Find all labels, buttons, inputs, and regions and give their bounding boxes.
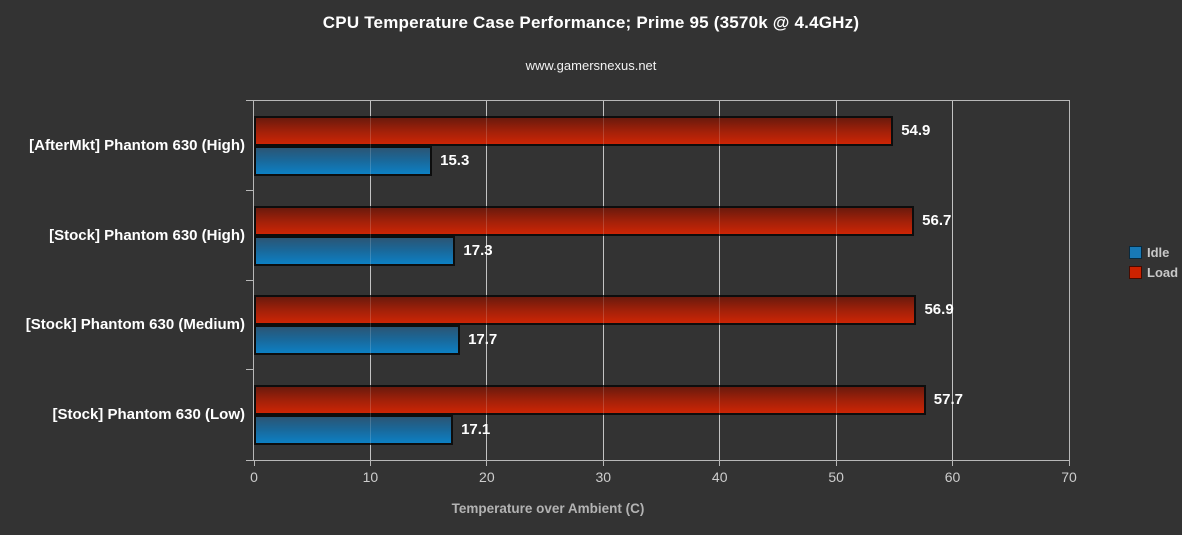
x-tick-20 — [486, 461, 488, 466]
bar-load-0 — [254, 115, 894, 146]
x-tick-40 — [719, 461, 721, 466]
plot-area: 54.9 15.3 56.7 17.3 56.9 17.7 57.7 17.1 — [253, 100, 1070, 461]
chart-subtitle: www.gamersnexus.net — [525, 58, 657, 73]
legend-entry-idle: Idle — [1129, 246, 1178, 259]
gridline-10 — [369, 101, 371, 460]
x-tick-label-20: 20 — [479, 469, 495, 485]
gridline-40 — [719, 101, 721, 460]
x-tick-70 — [1068, 461, 1070, 466]
value-label-load-3: 57.7 — [933, 391, 963, 409]
x-tick-0 — [253, 461, 255, 466]
legend-label-load: Load — [1147, 265, 1179, 280]
value-label-idle-1: 17.3 — [463, 241, 493, 259]
gridline-overlay-30 — [602, 101, 604, 460]
bar-load-2 — [254, 295, 917, 326]
gridline-60 — [952, 101, 954, 460]
value-label-idle-2: 17.7 — [468, 331, 498, 349]
gridline-50 — [835, 101, 837, 460]
gridline-30 — [602, 101, 604, 460]
gridline-overlay-60 — [952, 101, 954, 460]
bar-idle-1 — [254, 235, 456, 266]
bar-idle-0 — [254, 145, 433, 176]
legend-swatch-idle — [1129, 246, 1142, 259]
x-tick-60 — [952, 461, 954, 466]
x-tick-30 — [602, 461, 604, 466]
gridline-overlay-50 — [835, 101, 837, 460]
category-label-1: [Stock] Phantom 630 (High) — [49, 226, 245, 244]
x-tick-label-60: 60 — [944, 469, 961, 485]
bar-load-1 — [254, 205, 915, 236]
value-label-load-0: 54.9 — [901, 121, 931, 139]
bar-idle-3 — [254, 415, 454, 446]
legend-label-idle: Idle — [1147, 245, 1170, 260]
value-label-load-1: 56.7 — [922, 211, 952, 229]
bar-idle-2 — [254, 325, 461, 356]
value-label-load-2: 56.9 — [924, 301, 954, 319]
category-tick-3 — [246, 369, 253, 370]
x-tick-label-50: 50 — [828, 469, 844, 485]
x-tick-label-30: 30 — [595, 469, 612, 485]
bar-load-3 — [254, 385, 926, 416]
value-label-idle-0: 15.3 — [440, 151, 470, 169]
gridline-overlay-20 — [486, 101, 488, 460]
value-label-idle-3: 17.1 — [461, 421, 491, 439]
category-tick-end — [246, 460, 253, 461]
gridline-overlay-40 — [719, 101, 721, 460]
category-tick-1 — [246, 190, 253, 191]
x-tick-label-0: 0 — [250, 469, 258, 485]
gridline-20 — [486, 101, 488, 460]
category-label-2: [Stock] Phantom 630 (Medium) — [25, 316, 245, 334]
x-tick-10 — [369, 461, 371, 466]
category-label-0: [AfterMkt] Phantom 630 (High) — [29, 136, 245, 154]
x-tick-50 — [835, 461, 837, 466]
gridline-overlay-10 — [369, 101, 371, 460]
category-tick-2 — [246, 280, 253, 281]
x-axis-title: Temperature over Ambient (C) — [451, 501, 645, 516]
category-tick-0 — [246, 100, 253, 101]
x-tick-label-10: 10 — [362, 469, 379, 485]
legend-entry-load: Load — [1129, 266, 1178, 279]
x-tick-label-70: 70 — [1061, 469, 1077, 485]
legend-swatch-load — [1129, 266, 1142, 279]
legend: Idle Load — [1129, 246, 1178, 286]
x-tick-label-40: 40 — [711, 469, 728, 485]
category-label-3: [Stock] Phantom 630 (Low) — [52, 406, 245, 424]
chart-title: CPU Temperature Case Performance; Prime … — [322, 13, 860, 32]
